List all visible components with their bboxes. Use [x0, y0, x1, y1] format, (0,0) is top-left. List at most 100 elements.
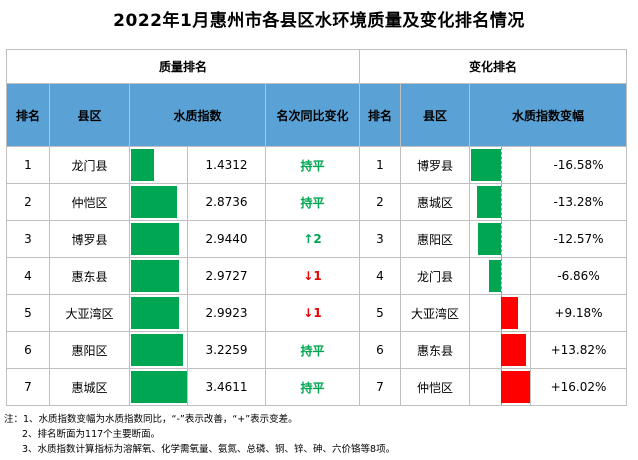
rank-header: 排名 [6, 83, 50, 147]
county2-cell: 惠东县 [400, 331, 470, 369]
yoy-header: 名次同比变化 [265, 83, 360, 147]
change-bar [501, 334, 526, 366]
note-1: 注：1、水质指数变幅为水质指数同比，“-”表示改善，“+”表示变差。 [4, 414, 298, 425]
county-cell: 惠城区 [49, 368, 130, 406]
index-bar-cell [129, 294, 188, 332]
change-value-cell: -12.57% [530, 220, 627, 258]
table-row: 7 惠城区 3.4611 持平 7 仲恺区 +16.02% [6, 368, 627, 406]
index-value-cell: 2.9727 [187, 257, 266, 295]
rank-cell: 1 [6, 146, 50, 184]
page-title: 2022年1月惠州市各县区水环境质量及变化排名情况 [113, 11, 525, 31]
note-3: 3、水质指数计算指标为溶解氧、化学需氧量、氨氮、总磷、铜、锌、砷、六价铬等8项。 [22, 444, 396, 455]
rank-cell: 7 [6, 368, 50, 406]
rank2-cell: 7 [359, 368, 401, 406]
index-value-cell: 2.8736 [187, 183, 266, 221]
yoy-change-cell: 持平 [265, 183, 360, 221]
change-bar-cell [469, 257, 531, 295]
county-cell: 大亚湾区 [49, 294, 130, 332]
county-cell: 惠阳区 [49, 331, 130, 369]
change-header: 水质指数变幅 [469, 83, 627, 147]
change-value-cell: +9.18% [530, 294, 627, 332]
index-bar-cell [129, 220, 188, 258]
table-row: 2 仲恺区 2.8736 持平 2 惠城区 -13.28% [6, 183, 627, 221]
change-bar [489, 260, 501, 292]
yoy-change-cell: 持平 [265, 368, 360, 406]
change-group-header: 变化排名 [359, 49, 627, 84]
rank2-cell: 5 [359, 294, 401, 332]
change-value-cell: -16.58% [530, 146, 627, 184]
quality-group-header: 质量排名 [6, 49, 360, 84]
rank2-cell: 3 [359, 220, 401, 258]
index-value-cell: 3.4611 [187, 368, 266, 406]
index-bar-cell [129, 183, 188, 221]
county2-cell: 大亚湾区 [400, 294, 470, 332]
index-bar [131, 260, 179, 292]
change-bar-cell [469, 294, 531, 332]
change-bar-cell [469, 331, 531, 369]
index-bar [131, 223, 179, 255]
zero-axis [501, 258, 502, 294]
yoy-change-cell: ↓1 [265, 294, 360, 332]
change-value-cell: +13.82% [530, 331, 627, 369]
yoy-change-cell: ↓1 [265, 257, 360, 295]
county2-cell: 惠阳区 [400, 220, 470, 258]
rank2-cell: 2 [359, 183, 401, 221]
county2-cell: 龙门县 [400, 257, 470, 295]
change-bar [478, 223, 501, 255]
table-row: 6 惠阳区 3.2259 持平 6 惠东县 +13.82% [6, 331, 627, 369]
zero-axis [501, 184, 502, 220]
zero-axis [501, 221, 502, 257]
footnotes: 注：1、水质指数变幅为水质指数同比，“-”表示改善，“+”表示变差。 2、排名断… [4, 412, 395, 457]
change-bar-cell [469, 368, 531, 406]
index-bar [131, 149, 154, 181]
index-bar [131, 297, 179, 329]
county-cell: 博罗县 [49, 220, 130, 258]
county2-cell: 博罗县 [400, 146, 470, 184]
change-bar [501, 297, 518, 329]
change-value-cell: -13.28% [530, 183, 627, 221]
rank-cell: 4 [6, 257, 50, 295]
yoy-change-cell: 持平 [265, 331, 360, 369]
change-bar [477, 186, 501, 218]
rank2-cell: 4 [359, 257, 401, 295]
index-bar-cell [129, 331, 188, 369]
table-row: 4 惠东县 2.9727 ↓1 4 龙门县 -6.86% [6, 257, 627, 295]
table-row: 3 博罗县 2.9440 ↑2 3 惠阳区 -12.57% [6, 220, 627, 258]
change-bar [501, 371, 530, 403]
index-bar-cell [129, 146, 188, 184]
index-value-cell: 3.2259 [187, 331, 266, 369]
table-row: 1 龙门县 1.4312 持平 1 博罗县 -16.58% [6, 146, 627, 184]
rank-cell: 2 [6, 183, 50, 221]
rank2-cell: 6 [359, 331, 401, 369]
county2-cell: 仲恺区 [400, 368, 470, 406]
table-row: 5 大亚湾区 2.9923 ↓1 5 大亚湾区 +9.18% [6, 294, 627, 332]
county-cell: 仲恺区 [49, 183, 130, 221]
county-cell: 龙门县 [49, 146, 130, 184]
index-bar-cell [129, 257, 188, 295]
index-bar [131, 334, 183, 366]
rank2-header: 排名 [359, 83, 401, 147]
index-value-cell: 2.9923 [187, 294, 266, 332]
index-value-cell: 2.9440 [187, 220, 266, 258]
index-bar [131, 186, 177, 218]
county-cell: 惠东县 [49, 257, 130, 295]
index-bar-cell [129, 368, 188, 406]
change-value-cell: +16.02% [530, 368, 627, 406]
change-bar-cell [469, 146, 531, 184]
rank-cell: 5 [6, 294, 50, 332]
rank2-cell: 1 [359, 146, 401, 184]
change-bar-cell [469, 220, 531, 258]
rank-cell: 6 [6, 331, 50, 369]
index-header: 水质指数 [129, 83, 266, 147]
change-bar-cell [469, 183, 531, 221]
index-value-cell: 1.4312 [187, 146, 266, 184]
yoy-change-cell: ↑2 [265, 220, 360, 258]
change-value-cell: -6.86% [530, 257, 627, 295]
index-bar [131, 371, 187, 403]
county2-cell: 惠城区 [400, 183, 470, 221]
yoy-change-cell: 持平 [265, 146, 360, 184]
rank-cell: 3 [6, 220, 50, 258]
change-bar [471, 149, 501, 181]
county-header: 县区 [49, 83, 130, 147]
note-2: 2、排名断面为117个主要断面。 [22, 429, 161, 440]
